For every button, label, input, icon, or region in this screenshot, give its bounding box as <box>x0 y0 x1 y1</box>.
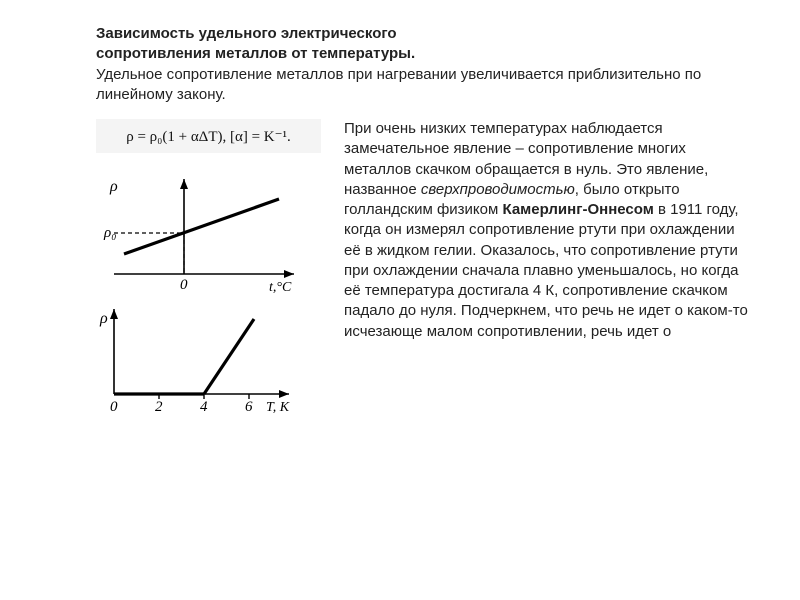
body-bold-name: Камерлинг-Оннесом <box>503 201 654 218</box>
bottom-xtick-3: 6 <box>245 399 253 415</box>
heading-subtext: Удельное сопротивление металлов при нагр… <box>96 66 701 103</box>
charts-figure: ρ ρ₀ 0 t,°C <box>96 171 306 416</box>
top-x-label: t,°C <box>269 280 292 295</box>
bottom-xtick-1: 2 <box>155 399 163 415</box>
top-x-zero: 0 <box>180 277 188 293</box>
bottom-chart: ρ 0 2 4 6 T, K <box>99 309 290 415</box>
right-column: При очень низких температурах наблюдаетс… <box>344 119 752 416</box>
top-y-label: ρ <box>109 178 118 195</box>
heading-block: Зависимость удельного электрического соп… <box>96 24 752 105</box>
bottom-xtick-0: 0 <box>110 399 118 415</box>
title-line-1: Зависимость удельного электрического <box>96 25 397 42</box>
top-chart: ρ ρ₀ 0 t,°C <box>103 178 294 295</box>
charts-svg: ρ ρ₀ 0 t,°C <box>96 171 306 416</box>
bottom-y-label: ρ <box>99 310 108 327</box>
bottom-x-label: T, K <box>266 400 290 415</box>
title-line-2: сопротивления металлов от температуры. <box>96 45 415 62</box>
body-p1c: в 1911 году, когда он измерял сопротивле… <box>344 201 748 340</box>
content-row: ρ = ρ₀(1 + αΔT), [α] = K⁻¹. <box>96 119 752 416</box>
top-y-intercept-label: ρ₀ <box>103 225 116 241</box>
formula: ρ = ρ₀(1 + αΔT), [α] = K⁻¹. <box>96 119 321 153</box>
left-column: ρ = ρ₀(1 + αΔT), [α] = K⁻¹. <box>96 119 326 416</box>
page: Зависимость удельного электрического соп… <box>0 0 800 416</box>
body-paragraph: При очень низких температурах наблюдаетс… <box>344 119 752 342</box>
bottom-xtick-2: 4 <box>200 399 208 415</box>
body-italic-term: сверхпроводимостью <box>421 181 575 198</box>
formula-text: ρ = ρ₀(1 + αΔT), [α] = K⁻¹. <box>126 127 291 146</box>
